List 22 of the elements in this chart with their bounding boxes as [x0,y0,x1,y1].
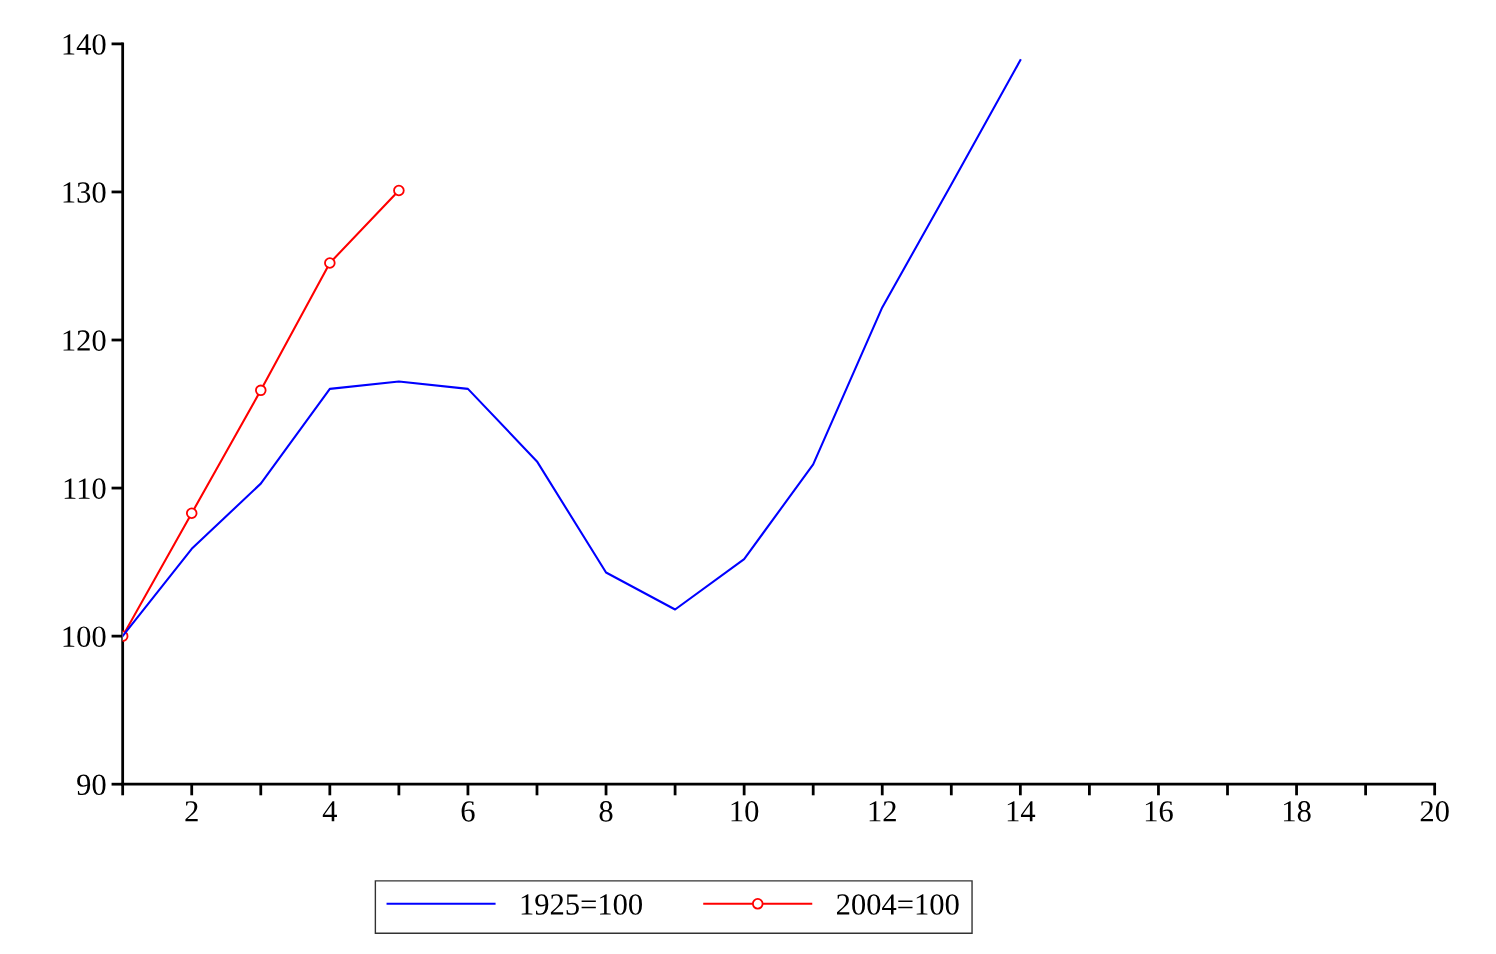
point [324,257,336,269]
point [255,384,267,397]
legend-label: 1925=100 [521,894,642,915]
point [185,507,198,520]
y-tick-label: 120 [63,330,106,351]
x-tick-label: 8 [599,801,613,822]
x-tick-label: 10 [731,801,759,822]
x-tick-label: 4 [322,801,337,822]
y-tick-label: 110 [64,478,106,499]
y-tick-label: 90 [77,774,106,796]
y-tick-label: 130 [63,182,106,203]
legend-label: 2004=100 [836,894,959,915]
x-tick-label: 2 [185,801,198,822]
y-tick-label: 140 [63,34,106,55]
y-tick-label: 100 [63,626,106,648]
x-tick-label: 20 [1420,801,1449,822]
x-tick-label: 18 [1283,801,1311,822]
x-tick-label: 6 [461,801,475,822]
x-tick-label: 12 [869,801,896,822]
x-tick-label: 14 [1007,801,1036,822]
point [393,184,405,197]
x-tick-label: 16 [1145,801,1173,822]
